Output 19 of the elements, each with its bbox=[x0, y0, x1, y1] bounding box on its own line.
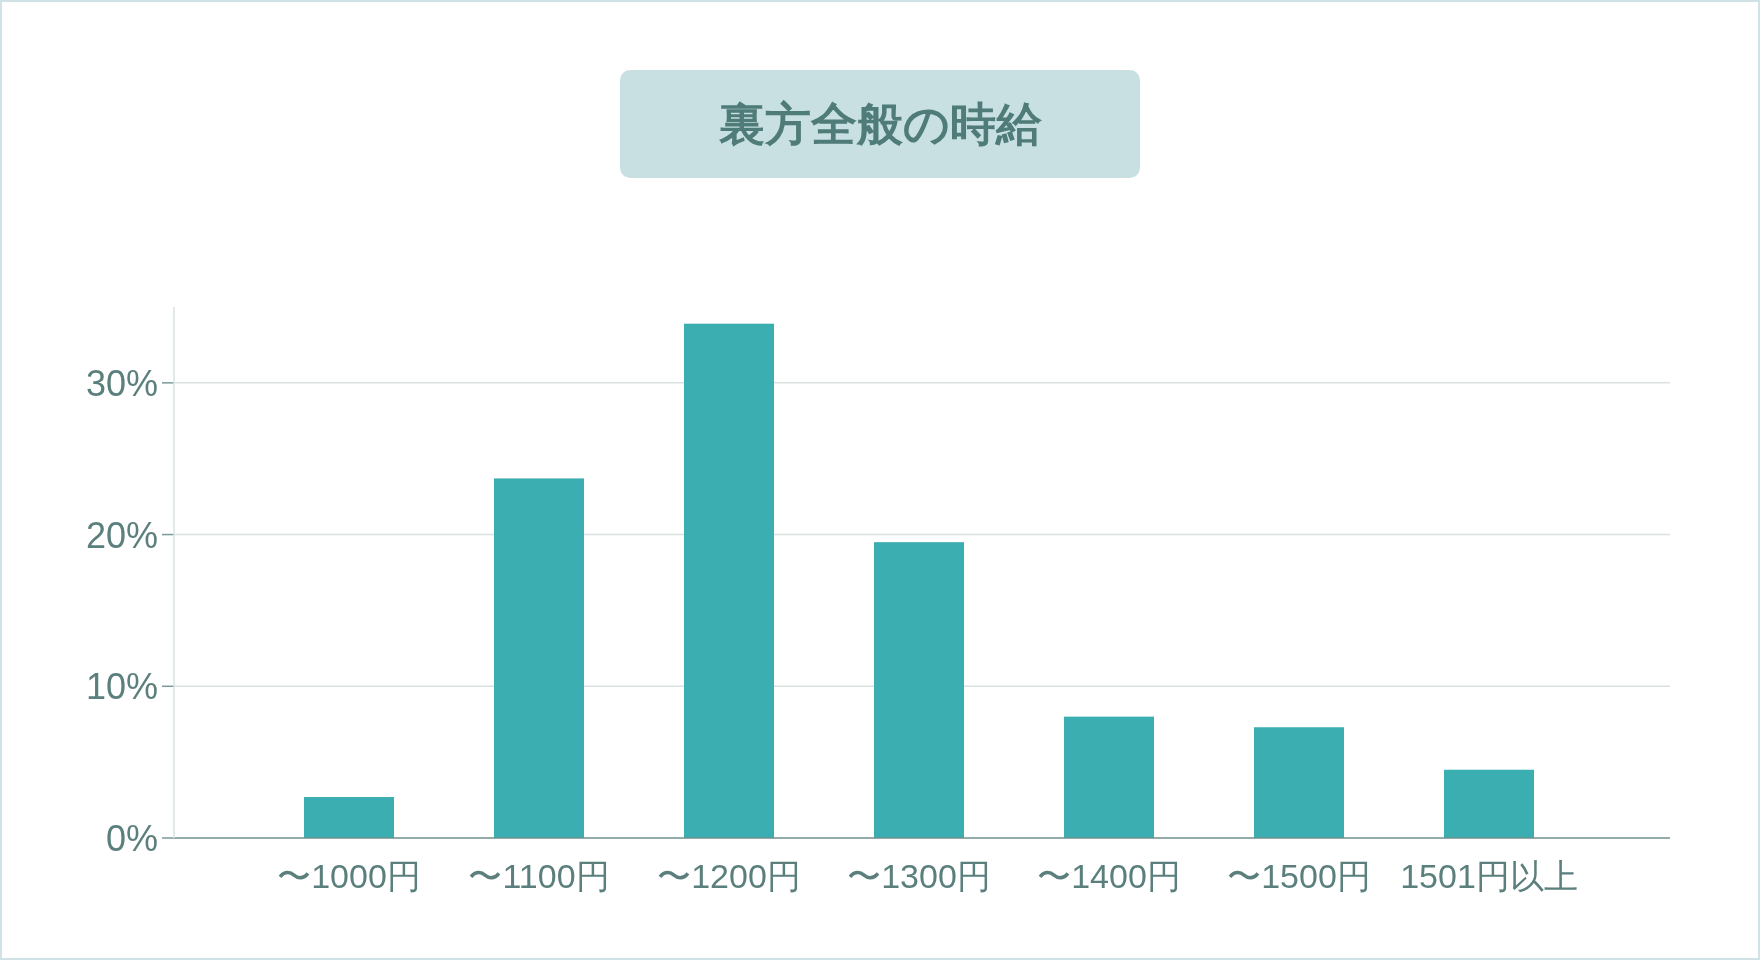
bar bbox=[494, 478, 584, 838]
bar bbox=[1064, 716, 1154, 838]
x-tick-label: 〜1300円 bbox=[847, 857, 991, 895]
x-tick-label: 〜1100円 bbox=[468, 857, 610, 895]
y-tick-label: 20% bbox=[85, 514, 158, 556]
y-tick-label: 0% bbox=[105, 818, 158, 859]
bar bbox=[1254, 727, 1344, 838]
x-tick-label: 1501円以上 bbox=[1400, 857, 1578, 895]
x-tick-label: 〜1200円 bbox=[657, 857, 801, 895]
x-tick-label: 〜1400円 bbox=[1037, 857, 1181, 895]
bar bbox=[304, 797, 394, 838]
x-tick-label: 〜1500円 bbox=[1227, 857, 1371, 895]
bar bbox=[874, 542, 964, 838]
bar bbox=[1444, 769, 1534, 838]
chart-title: 裏方全般の時給 bbox=[717, 98, 1043, 150]
y-tick-label: 30% bbox=[85, 362, 158, 404]
bar bbox=[684, 323, 774, 838]
y-tick-label: 10% bbox=[85, 666, 158, 708]
x-tick-label: 〜1000円 bbox=[277, 857, 421, 895]
